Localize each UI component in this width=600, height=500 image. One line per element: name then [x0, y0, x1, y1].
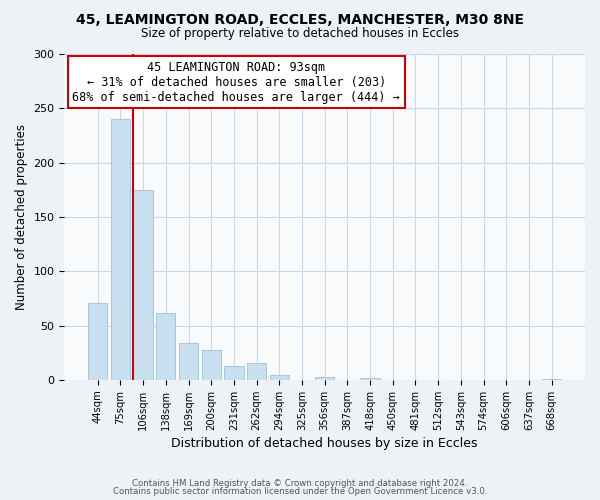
Bar: [224, 366, 244, 380]
Text: Contains public sector information licensed under the Open Government Licence v3: Contains public sector information licen…: [113, 487, 487, 496]
Bar: [88, 303, 107, 380]
Text: Size of property relative to detached houses in Eccles: Size of property relative to detached ho…: [141, 28, 459, 40]
Bar: [315, 376, 334, 380]
Bar: [111, 119, 130, 380]
Bar: [133, 190, 153, 380]
Text: Contains HM Land Registry data © Crown copyright and database right 2024.: Contains HM Land Registry data © Crown c…: [132, 478, 468, 488]
Text: 45 LEAMINGTON ROAD: 93sqm
← 31% of detached houses are smaller (203)
68% of semi: 45 LEAMINGTON ROAD: 93sqm ← 31% of detac…: [73, 60, 400, 104]
Text: 45, LEAMINGTON ROAD, ECCLES, MANCHESTER, M30 8NE: 45, LEAMINGTON ROAD, ECCLES, MANCHESTER,…: [76, 12, 524, 26]
Bar: [542, 379, 562, 380]
Bar: [269, 374, 289, 380]
Y-axis label: Number of detached properties: Number of detached properties: [15, 124, 28, 310]
X-axis label: Distribution of detached houses by size in Eccles: Distribution of detached houses by size …: [172, 437, 478, 450]
Bar: [156, 312, 175, 380]
Bar: [361, 378, 380, 380]
Bar: [179, 343, 198, 380]
Bar: [247, 362, 266, 380]
Bar: [202, 350, 221, 380]
